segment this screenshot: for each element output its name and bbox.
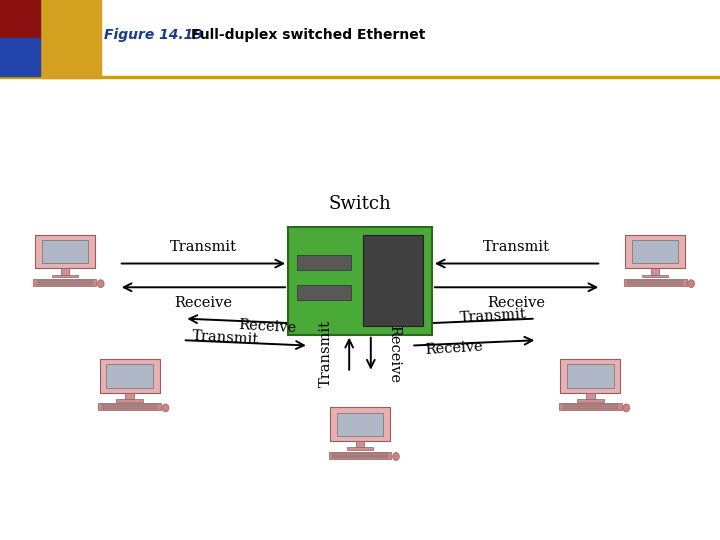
Bar [98,403,161,410]
Bar [37,280,92,281]
Bar [625,235,685,268]
Text: Transmit: Transmit [170,240,237,254]
Bar [333,453,387,454]
Bar [328,451,392,458]
Bar [333,456,387,457]
Text: Receive: Receive [425,340,483,357]
Ellipse shape [392,453,400,461]
Text: Switch: Switch [328,195,392,213]
Bar [0,0,40,38]
Text: Transmit: Transmit [459,307,526,325]
Ellipse shape [623,404,630,412]
Bar [356,441,364,447]
Bar [35,235,95,268]
Bar [102,404,157,406]
Bar [628,280,683,281]
Bar [628,282,683,283]
Bar [567,364,613,388]
Bar [99,359,160,393]
Ellipse shape [97,280,104,288]
Bar [330,408,390,441]
Bar [33,279,96,286]
Bar [0,76,720,78]
Bar [563,408,618,409]
Text: Receive: Receive [487,296,546,310]
Bar [632,240,678,264]
Bar [642,274,668,278]
Bar [52,274,78,278]
Text: Transmit: Transmit [483,240,550,254]
Bar [117,399,143,402]
Bar [0,38,40,76]
Bar [651,268,660,274]
Bar [297,255,351,270]
Bar [333,455,387,456]
Bar [288,227,432,335]
Bar [586,393,595,399]
Text: Transmit: Transmit [318,320,333,387]
Bar [337,413,383,436]
Bar [559,403,622,410]
Bar [624,279,687,286]
Bar [347,447,373,450]
Bar [37,284,92,285]
Text: Transmit: Transmit [192,328,259,346]
Text: Figure 14.19: Figure 14.19 [104,28,203,42]
Ellipse shape [162,404,169,412]
Bar [563,406,618,407]
Text: Receive: Receive [174,296,233,310]
Bar [40,0,101,78]
Bar [42,240,88,264]
Bar [297,285,351,300]
Bar [363,235,423,326]
Bar [628,284,683,285]
Bar [37,282,92,283]
Bar [102,408,157,409]
Text: Receive: Receive [238,318,297,335]
Bar [107,364,153,388]
Text: Full-duplex switched Ethernet: Full-duplex switched Ethernet [191,28,426,42]
Bar [577,399,603,402]
Bar [560,359,621,393]
Ellipse shape [688,280,695,288]
Bar [125,393,134,399]
Bar [102,406,157,407]
Bar [60,268,69,274]
Bar [563,404,618,406]
Text: Receive: Receive [387,325,402,383]
